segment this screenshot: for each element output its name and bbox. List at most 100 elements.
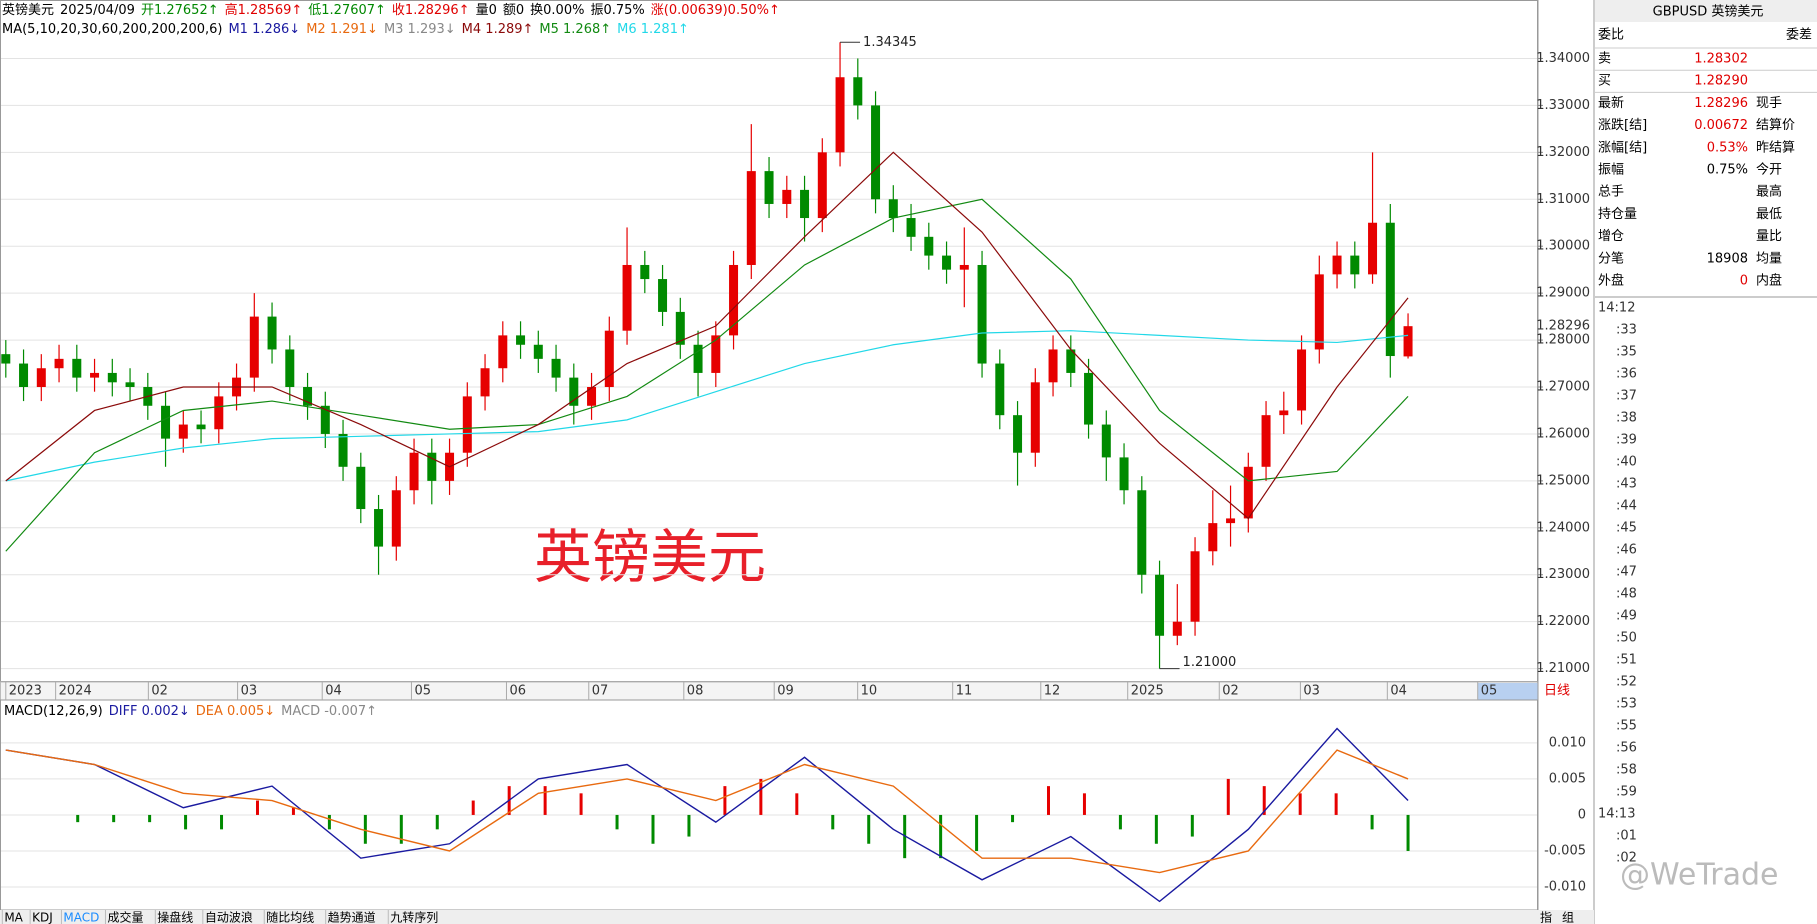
- panel-header: [1595, 0, 1817, 22]
- date-label: 10: [861, 684, 878, 699]
- indicator-tab[interactable]: MA: [4, 911, 23, 924]
- tick-time: :02: [1616, 851, 1637, 866]
- segment: 额0: [503, 3, 524, 18]
- macd-header: MACD(12,26,9) DIFF 0.002↓ DEA 0.005↓ MACD -…: [4, 704, 377, 719]
- tick-time: :44: [1616, 499, 1637, 514]
- indicator-tab[interactable]: KDJ: [32, 911, 53, 924]
- candle-body: [19, 363, 29, 388]
- indicator-tab[interactable]: 成交量: [107, 910, 143, 924]
- date-label: 04: [325, 684, 342, 699]
- macd-tick-label: 0.005: [1549, 771, 1586, 786]
- quote-label: 增仓: [1598, 229, 1624, 244]
- quote-value: 0.53%: [1707, 140, 1748, 155]
- candle-body: [1403, 326, 1413, 357]
- date-label: 08: [687, 684, 704, 699]
- tick-time: :46: [1616, 543, 1637, 558]
- segment: MA(5,10,20,30,60,200,200,200,6): [2, 22, 222, 37]
- candle-body: [125, 382, 135, 388]
- date-label: 05: [414, 684, 431, 699]
- macd-tick-label: 0.010: [1549, 735, 1586, 750]
- date-label: 07: [592, 684, 609, 699]
- indicator-tab[interactable]: 操盘线: [157, 910, 193, 924]
- candle-body: [36, 368, 46, 388]
- tick-time: :33: [1616, 323, 1637, 338]
- indicator-tab[interactable]: 随比均线: [266, 910, 314, 924]
- bottom-button[interactable]: 组: [1562, 911, 1574, 924]
- segment: 收1.28296↑: [392, 3, 470, 18]
- candle-body: [303, 387, 313, 406]
- segment: M6 1.281↑: [617, 22, 689, 37]
- candle-body: [54, 358, 64, 369]
- quote-label: 外盘: [1598, 273, 1624, 289]
- candle-body: [1066, 349, 1076, 373]
- y-tick-label: 1.28000: [1536, 333, 1590, 348]
- quote-field: 量比: [1756, 229, 1782, 244]
- candle-body: [214, 396, 224, 430]
- tick-time: :37: [1616, 389, 1637, 404]
- y-tick-label: 1.23000: [1536, 567, 1590, 582]
- tick-time: :40: [1616, 455, 1637, 470]
- date-label: 2023: [9, 684, 42, 699]
- candle-body: [977, 264, 987, 364]
- segment: M1 1.286↓: [228, 22, 300, 37]
- candle-body: [942, 255, 952, 270]
- y-tick-label: 1.31000: [1536, 192, 1590, 207]
- indicator-tab[interactable]: MACD: [63, 911, 99, 924]
- candle-body: [800, 189, 810, 219]
- quote-field: 最高: [1756, 184, 1782, 200]
- bottom-button[interactable]: 指: [1540, 910, 1552, 924]
- segment: 开1.27652↑: [141, 3, 219, 18]
- candle-body: [516, 335, 526, 345]
- tick-time: :56: [1616, 741, 1637, 756]
- indicator-tab[interactable]: 趋势通道: [328, 911, 376, 924]
- quote-field: 内盘: [1756, 273, 1782, 289]
- candle-body: [391, 490, 401, 547]
- date-label: 02: [1222, 684, 1239, 699]
- candle-body: [267, 316, 277, 350]
- quote-label: 买: [1598, 74, 1611, 89]
- quote-value: 0.00672: [1694, 118, 1748, 133]
- segment: 低1.27607↑: [308, 3, 386, 18]
- candle-body: [1332, 255, 1342, 275]
- quote-label: 最新: [1598, 95, 1624, 111]
- tick-time: :50: [1616, 631, 1637, 646]
- tick-time: :51: [1616, 653, 1637, 668]
- candle-body: [1190, 551, 1200, 622]
- quote-label: 涨幅[结]: [1598, 140, 1647, 155]
- segment: DEA 0.005↓: [196, 704, 275, 719]
- segment: 量0: [476, 3, 497, 18]
- date-label: 04: [1390, 684, 1407, 699]
- candle-body: [1243, 466, 1253, 519]
- candle-body: [1261, 415, 1271, 467]
- candle-body: [338, 433, 348, 467]
- segment: M3 1.293↓: [384, 22, 456, 37]
- candle-body: [1279, 410, 1289, 416]
- segment: 高1.28569↑: [225, 2, 303, 18]
- watermark-title: 英镑美元: [534, 523, 766, 591]
- segment: M4 1.289↑: [462, 22, 534, 37]
- candle-body: [551, 358, 561, 378]
- candle-body: [1030, 382, 1040, 453]
- segment: 换0.00%: [530, 3, 584, 18]
- candle-body: [498, 335, 508, 369]
- ma-line: [5, 151, 1409, 520]
- tick-time: :59: [1616, 785, 1637, 800]
- candle-body: [817, 152, 827, 219]
- quote-value: 1.28296: [1694, 96, 1748, 111]
- quote-field: 现手: [1756, 96, 1782, 111]
- y-tick-label: 1.30000: [1536, 239, 1590, 254]
- date-label: 06: [509, 684, 526, 699]
- date-label: 02: [151, 684, 168, 699]
- candle-body: [1084, 372, 1094, 425]
- indicator-tab[interactable]: 九转序列: [390, 910, 438, 924]
- quote-value: 1.28302: [1694, 52, 1748, 67]
- ratio-label: 委比: [1598, 28, 1624, 43]
- date-label: 2024: [59, 684, 92, 699]
- indicator-tab[interactable]: 自动波浪: [205, 910, 253, 924]
- diff-line: [5, 727, 1409, 903]
- candle-body: [1172, 621, 1182, 636]
- candle-body: [1350, 255, 1360, 275]
- y-tick-label: 1.29000: [1536, 286, 1590, 301]
